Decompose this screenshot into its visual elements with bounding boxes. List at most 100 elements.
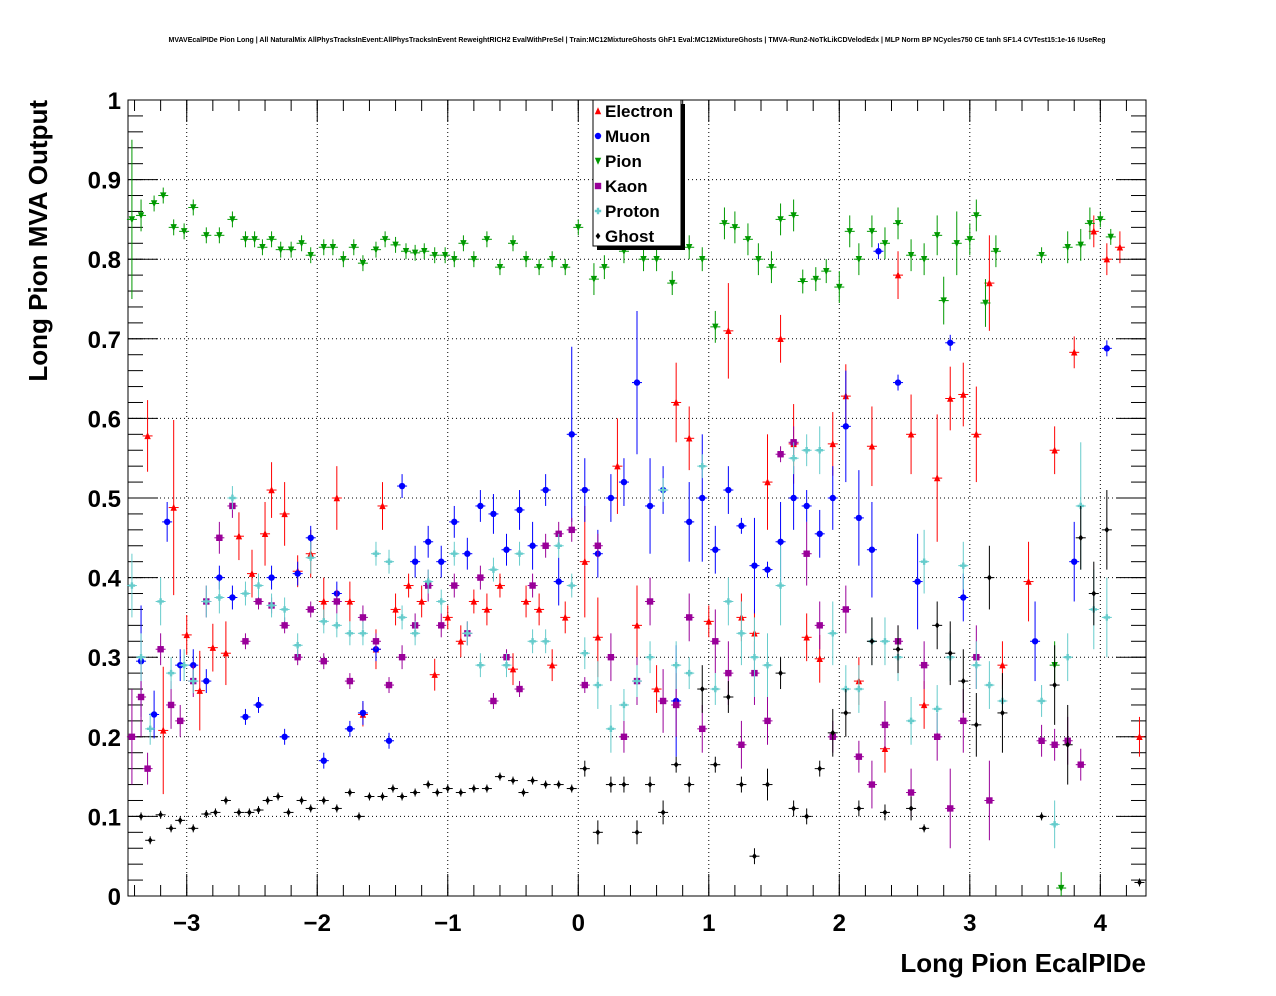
point-marker [281,622,288,629]
series-proton [126,426,1112,849]
data-point [440,247,451,264]
data-point [521,251,532,268]
data-point [377,792,388,801]
point-marker [607,725,615,733]
point-marker [1052,681,1058,689]
point-marker [933,705,941,713]
point-marker [372,638,380,645]
data-point [275,241,286,258]
data-point [305,601,316,618]
data-point [645,577,656,626]
data-point [547,649,558,682]
point-marker [830,729,836,737]
data-point [468,784,479,793]
point-marker [843,709,849,717]
point-marker [836,283,843,291]
data-point [436,589,447,614]
data-point [266,593,277,618]
point-marker [170,503,177,511]
point-marker [614,462,621,470]
data-point [964,223,975,256]
data-point [945,768,956,849]
point-marker [1051,741,1058,748]
data-point [788,442,799,475]
legend-label: Electron [605,102,673,121]
data-point [327,239,338,256]
point-marker [222,649,230,657]
point-marker [653,685,660,693]
data-point [514,681,525,697]
point-marker [933,232,941,240]
point-marker [1090,227,1097,235]
point-marker [966,236,974,244]
data-point [618,720,629,753]
point-marker [1086,220,1094,228]
data-point [906,239,917,272]
point-marker [379,502,386,510]
point-marker [953,240,960,248]
point-marker [868,228,876,236]
data-point [201,585,212,618]
data-point [1036,812,1047,821]
data-points [126,139,1145,896]
point-marker [421,248,428,256]
data-point [481,784,492,793]
data-point [410,788,421,797]
data-point [494,772,505,781]
point-marker [633,677,641,685]
point-marker [1064,654,1071,661]
point-marker [294,642,301,649]
point-marker [307,534,314,541]
point-marker [581,650,588,657]
data-point [220,621,231,686]
data-point [508,776,519,785]
point-marker [764,661,771,669]
point-marker [960,390,967,398]
point-marker [431,252,438,260]
point-marker [235,532,243,540]
data-point [893,251,904,299]
data-point [534,593,545,626]
data-point [827,412,838,476]
point-marker [829,630,836,637]
data-point [932,414,943,542]
data-point [762,768,773,801]
point-marker [157,646,164,653]
point-marker [846,228,853,236]
y-tick-label: 1 [108,88,121,115]
point-marker [516,550,523,557]
point-marker [346,597,354,605]
point-marker [920,256,928,263]
point-marker [522,597,530,605]
point-marker [764,717,771,725]
point-marker [497,773,503,780]
point-marker [731,224,739,232]
point-marker [138,813,144,820]
point-marker [329,244,337,252]
y-tick-label: 0.8 [88,247,121,274]
point-marker [209,643,217,651]
data-point [932,215,943,256]
data-point [249,231,260,248]
data-point [592,661,603,709]
point-marker [299,797,304,804]
data-point [260,501,271,566]
point-marker [359,614,367,621]
data-point [233,512,244,561]
data-point [632,665,642,697]
point-marker [170,224,177,232]
data-point [866,760,877,809]
point-marker [790,439,797,446]
data-point [1095,211,1106,228]
point-marker [755,256,762,263]
point-marker [438,598,445,605]
point-marker [725,693,731,701]
point-marker [320,244,327,252]
point-marker [542,542,549,549]
point-marker [529,582,536,589]
point-marker [973,721,979,729]
point-marker [229,494,236,502]
x-tick-label: −3 [173,910,200,937]
point-marker [1071,558,1078,565]
point-marker [1038,737,1045,744]
